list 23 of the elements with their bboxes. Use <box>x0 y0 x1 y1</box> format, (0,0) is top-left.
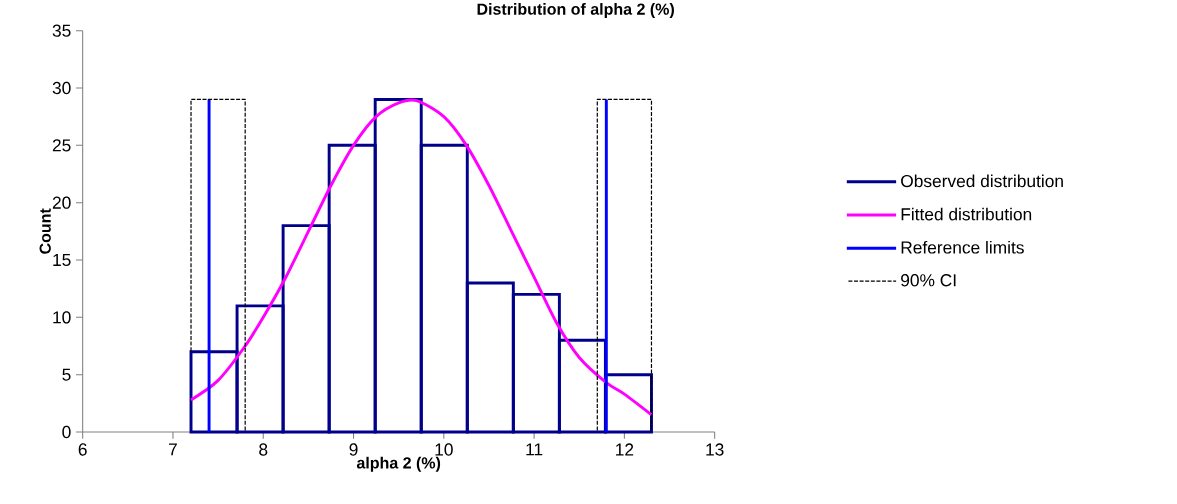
x-tick-label: 13 <box>706 443 724 456</box>
y-axis-title: Count <box>39 208 51 254</box>
y-tick-label: 10 <box>53 311 71 324</box>
x-tick-label: 9 <box>349 443 358 456</box>
x-axis-title: alpha 2 (%) <box>356 456 441 472</box>
y-tick-label: 15 <box>53 253 71 267</box>
legend-label: Observed distribution <box>901 174 1063 188</box>
x-tick-label: 8 <box>259 443 268 456</box>
x-tick-label: 12 <box>616 443 634 456</box>
x-tick-label: 10 <box>435 443 453 456</box>
x-tick-label: 11 <box>526 443 543 456</box>
x-tick-label: 7 <box>169 443 177 456</box>
x-tick-label: 6 <box>78 443 87 456</box>
legend-label: Reference limits <box>901 240 1024 254</box>
legend-label: Fitted distribution <box>901 207 1032 221</box>
y-tick-label: 30 <box>52 81 71 95</box>
y-tick-label: 0 <box>62 425 71 439</box>
legend-label: 90% CI <box>901 274 956 287</box>
y-tick-label: 35 <box>52 24 71 37</box>
y-tick-label: 5 <box>62 368 71 381</box>
y-tick-label: 25 <box>52 139 71 152</box>
chart-title: Distribution of alpha 2 (%) <box>477 3 674 18</box>
y-tick-label: 20 <box>52 196 71 209</box>
